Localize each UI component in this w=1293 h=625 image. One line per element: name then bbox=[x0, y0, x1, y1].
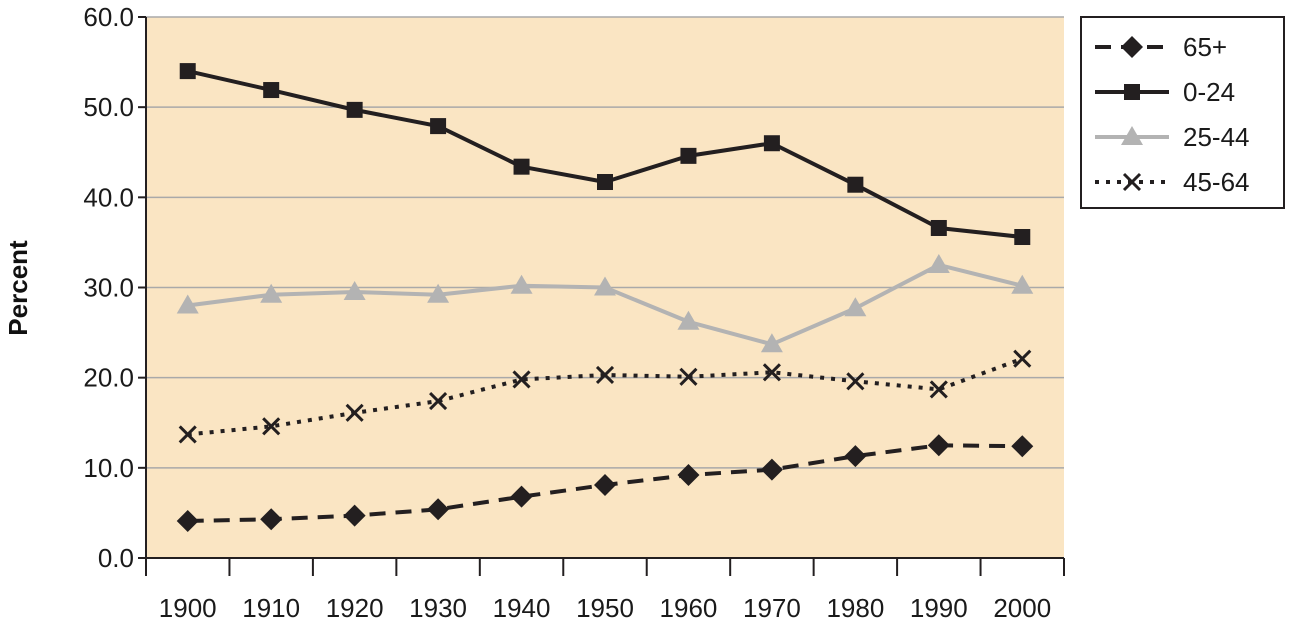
series-markers bbox=[176, 63, 1034, 533]
series-2544-point bbox=[343, 281, 366, 301]
y-tick-label: 50.0 bbox=[83, 92, 134, 122]
x-tick-label: 1910 bbox=[242, 593, 300, 623]
x-tick-label: 1960 bbox=[660, 593, 718, 623]
legend-label: 45-64 bbox=[1183, 167, 1250, 197]
series-024-point bbox=[763, 135, 780, 152]
x-tick-label: 1970 bbox=[743, 593, 801, 623]
x-marker-stroke bbox=[178, 425, 197, 444]
series-2544-point bbox=[594, 276, 616, 296]
series-024-point bbox=[597, 174, 613, 191]
x-marker-stroke bbox=[1013, 349, 1032, 368]
x-marker-stroke bbox=[679, 367, 698, 386]
series-2544-point bbox=[427, 283, 450, 303]
legend-marker bbox=[1122, 172, 1142, 192]
series-024-point bbox=[346, 101, 363, 118]
series-024-point bbox=[263, 82, 280, 99]
series-65-point bbox=[343, 504, 366, 527]
x-marker-stroke bbox=[262, 417, 281, 436]
series-4564-point bbox=[762, 363, 781, 382]
series-65-point bbox=[427, 498, 450, 521]
legend-marker bbox=[1121, 36, 1143, 58]
y-tick-label: 20.0 bbox=[83, 363, 134, 393]
x-tick-label: 1920 bbox=[326, 593, 384, 623]
legend: 65+ 0-24 25-44 45-64 bbox=[1080, 16, 1285, 209]
series-2544-point bbox=[176, 294, 199, 314]
series-65-point bbox=[176, 510, 199, 533]
series-4564-point bbox=[345, 403, 364, 422]
series-4564-point bbox=[512, 370, 531, 389]
y-tick-label: 40.0 bbox=[83, 182, 134, 212]
series-024-point bbox=[847, 176, 864, 193]
series-65-point bbox=[927, 434, 950, 457]
legend-box bbox=[1080, 16, 1285, 209]
x-tick-labels: 1900 1910 1920 1930 1940 1950 1960 1970 1980 1990… bbox=[159, 593, 1051, 623]
series-4564-point bbox=[429, 392, 448, 411]
legend-65: 65+ bbox=[1095, 32, 1227, 62]
x-tick-label: 1940 bbox=[493, 593, 551, 623]
x-marker-stroke bbox=[846, 372, 865, 391]
series-4564-point bbox=[679, 367, 698, 386]
legend-label: 0-24 bbox=[1183, 77, 1235, 107]
series-4564-point bbox=[178, 425, 197, 444]
y-tick-label: 30.0 bbox=[83, 273, 134, 303]
x-marker-stroke bbox=[1122, 172, 1142, 192]
series-4564-point bbox=[1013, 349, 1032, 368]
legend-marker bbox=[1124, 84, 1140, 100]
y-tick-label: 0.0 bbox=[98, 543, 134, 573]
x-marker-stroke bbox=[595, 365, 615, 385]
series-2544-point bbox=[1011, 274, 1034, 294]
legend-024: 0-24 bbox=[1095, 77, 1235, 107]
y-tick-labels: 0.0 10.0 20.0 30.0 40.0 50.0 60.0 bbox=[83, 2, 134, 573]
y-tick-label: 10.0 bbox=[83, 453, 134, 483]
series-4564-point bbox=[262, 417, 281, 436]
legend-label: 25-44 bbox=[1183, 122, 1250, 152]
series-024-point bbox=[930, 219, 947, 236]
series-2544-point bbox=[260, 283, 283, 303]
x-tick-label: 1900 bbox=[159, 593, 217, 623]
series-65-point bbox=[260, 508, 283, 531]
series-2544-point bbox=[510, 274, 533, 294]
series-65-point bbox=[760, 458, 783, 481]
y-axis-title: Percent bbox=[3, 240, 33, 336]
legend-marker bbox=[1121, 126, 1143, 145]
x-tick-label: 2000 bbox=[993, 593, 1051, 623]
x-marker-stroke bbox=[345, 403, 364, 422]
series-024-point bbox=[1014, 229, 1031, 246]
x-marker-stroke bbox=[929, 380, 948, 399]
legend-2544: 25-44 bbox=[1095, 122, 1250, 152]
axes bbox=[138, 16, 1065, 576]
y-tick-label: 60.0 bbox=[83, 2, 134, 32]
series-024-point bbox=[680, 147, 697, 164]
series-2544-point bbox=[844, 297, 867, 317]
legend-4564: 45-64 bbox=[1095, 167, 1250, 197]
series-65-point bbox=[594, 473, 616, 496]
series-65-point bbox=[1011, 435, 1034, 458]
series-024-point bbox=[179, 63, 196, 80]
series-4564-point bbox=[929, 380, 948, 399]
series-024-point bbox=[430, 118, 447, 135]
x-tick-label: 1950 bbox=[576, 593, 634, 623]
series-65-point bbox=[677, 464, 700, 487]
series-2544-point bbox=[760, 333, 783, 353]
x-marker-stroke bbox=[429, 392, 448, 411]
series-2544-point bbox=[927, 253, 950, 273]
series-4564-point bbox=[595, 365, 615, 385]
x-tick-label: 1930 bbox=[409, 593, 467, 623]
x-tick-label: 1980 bbox=[826, 593, 884, 623]
series-65-point bbox=[844, 445, 867, 468]
x-marker-stroke bbox=[762, 363, 781, 382]
x-tick-label: 1990 bbox=[910, 593, 968, 623]
series-4564-point bbox=[846, 372, 865, 391]
series-65-point bbox=[510, 485, 533, 508]
series-2544-point bbox=[677, 310, 700, 330]
legend-label: 65+ bbox=[1183, 32, 1227, 62]
x-marker-stroke bbox=[512, 370, 531, 389]
series-024-point bbox=[513, 158, 530, 175]
